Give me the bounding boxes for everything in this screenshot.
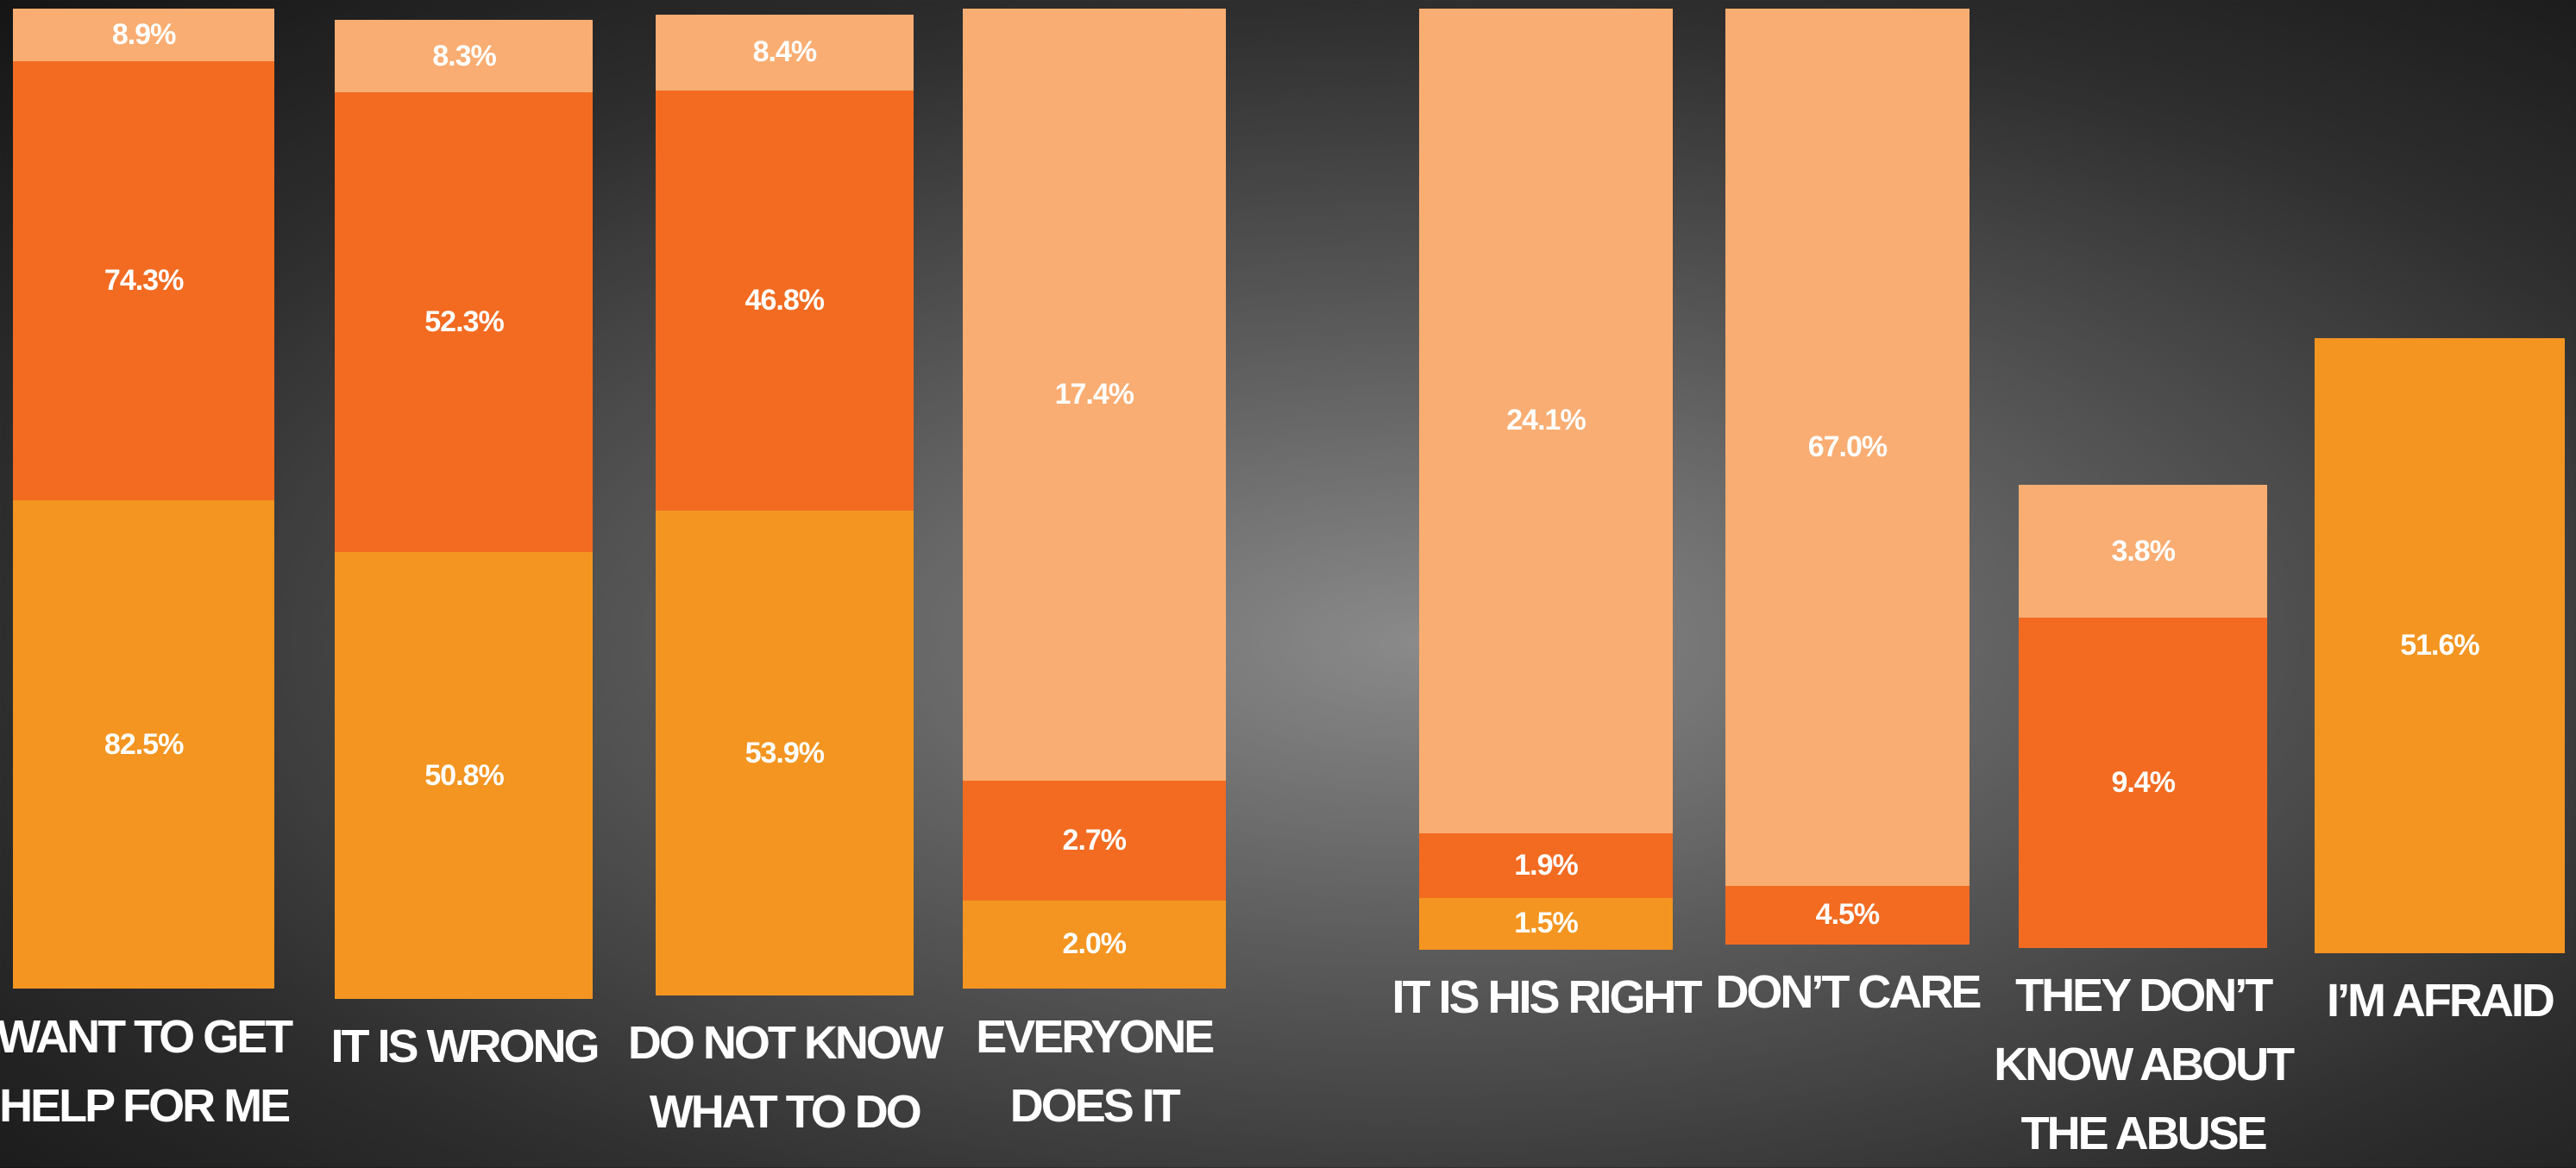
value-label: 17.4% [1054, 377, 1134, 411]
value-label: 3.8% [2111, 534, 2175, 568]
bar-segment: 3.8% [2019, 484, 2267, 619]
value-label: 67.0% [1807, 430, 1888, 463]
bar-segment: 4.5% [1725, 885, 1970, 945]
bar-segment: 2.7% [962, 780, 1226, 901]
bar-segment: 1.9% [1419, 832, 1673, 899]
value-label: 50.8% [424, 758, 504, 792]
category-label: THEY DON’T KNOW ABOUT THE ABUSE [1994, 970, 2295, 1160]
value-label: 74.3% [104, 263, 184, 297]
category-label: DO NOT KNOW WHAT TO DO [627, 1017, 944, 1139]
bar-segment: 51.6% [2315, 338, 2565, 953]
value-label: 8.3% [432, 39, 496, 72]
value-label: 53.9% [745, 736, 825, 769]
bar-segment: 52.3% [335, 92, 594, 553]
bar-segment: 50.8% [335, 552, 594, 999]
category-label: I’M AFRAID [2326, 974, 2555, 1027]
bar-segment: 1.5% [1419, 898, 1673, 950]
bar-segment: 24.1% [1419, 8, 1673, 833]
category-label: WANT TO GET HELP FOR ME [0, 1010, 293, 1132]
value-label: 46.8% [745, 284, 825, 317]
value-label: 9.4% [2111, 766, 2175, 800]
bar-segment: 8.3% [335, 19, 594, 93]
bar-segment: 82.5% [13, 500, 275, 989]
category-label: EVERYONE DOES IT [976, 1010, 1215, 1132]
category-label: IT IS WRONG [330, 1020, 600, 1073]
bar-segment: 8.9% [13, 8, 275, 61]
bar-segment: 53.9% [655, 511, 914, 995]
category-label: DON’T CARE [1715, 966, 1982, 1019]
bar-segment: 74.3% [13, 60, 275, 501]
value-label: 24.1% [1506, 404, 1586, 437]
value-label: 52.3% [424, 305, 504, 339]
value-label: 2.0% [1062, 927, 1127, 961]
bar-segment: 17.4% [962, 8, 1226, 781]
value-label: 51.6% [2400, 628, 2479, 662]
value-label: 1.9% [1514, 848, 1578, 882]
value-label: 8.9% [111, 17, 176, 51]
value-label: 1.5% [1514, 907, 1578, 940]
bar-segment: 8.4% [655, 15, 914, 91]
bar-segment: 2.0% [962, 900, 1226, 989]
value-label: 2.7% [1062, 823, 1127, 857]
bar-segment: 67.0% [1725, 8, 1970, 886]
value-label: 82.5% [104, 727, 184, 761]
bar-segment: 46.8% [655, 90, 914, 512]
bar-segment: 9.4% [2019, 618, 2267, 948]
category-label: IT IS HIS RIGHT [1392, 970, 1702, 1023]
value-label: 8.4% [752, 35, 817, 69]
value-label: 4.5% [1815, 898, 1880, 932]
